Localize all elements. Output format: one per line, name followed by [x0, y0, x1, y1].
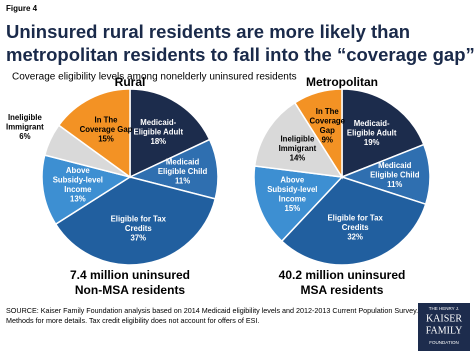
- pie-slice: [129, 88, 211, 179]
- value-label: 32%: [347, 233, 363, 242]
- slice-label: Coverage: [309, 117, 345, 126]
- logo-text: THE HENRY J.: [429, 306, 460, 311]
- pie-caption: Non-MSA residents: [75, 283, 186, 297]
- slice-label: Subsidy-level: [267, 185, 317, 194]
- pie-slice: [41, 154, 132, 226]
- logo-text: FAMILY: [426, 325, 463, 336]
- pie-title: Rural: [115, 75, 146, 89]
- slice-label: Medicaid-: [354, 119, 390, 128]
- slice-label: In The: [95, 116, 119, 125]
- value-label: 11%: [175, 177, 190, 186]
- slice-label: Eligible Adult: [347, 128, 397, 137]
- pie-title: Metropolitan: [306, 75, 378, 89]
- slice-label: Eligible for Tax: [327, 214, 383, 223]
- pie-slice: [341, 88, 425, 179]
- title-line: metropolitan residents to fall into the …: [6, 44, 474, 65]
- value-label: 13%: [70, 195, 86, 204]
- slice-label: Immigrant: [6, 123, 44, 132]
- figure-label: Figure 4: [6, 4, 38, 13]
- value-label: 15%: [98, 135, 114, 144]
- slice-label: Above: [66, 166, 90, 175]
- value-label: 37%: [130, 234, 146, 243]
- slice-label: Eligible for Tax: [111, 215, 167, 224]
- value-label: 11%: [387, 180, 402, 189]
- pie-caption: 40.2 million uninsured: [279, 268, 406, 282]
- value-label: 15%: [285, 204, 301, 213]
- title-line: Uninsured rural residents are more likel…: [6, 21, 410, 42]
- source: SOURCE: Kaiser Family Foundation analysi…: [6, 306, 433, 315]
- slice-label: In The: [316, 107, 340, 116]
- slice-label: Eligible Adult: [134, 127, 184, 136]
- slice-label: Gap: [320, 126, 335, 135]
- logo-text: KAISER: [426, 313, 462, 324]
- value-label: 19%: [364, 138, 380, 147]
- slice-label: Credits: [342, 223, 370, 232]
- slice-label: Ineligible: [281, 134, 315, 143]
- pie-caption: 7.4 million uninsured: [70, 268, 190, 282]
- slice-label: Medicaid: [378, 161, 412, 170]
- pie-slice: [253, 165, 344, 243]
- slice-label: Medicaid-: [140, 118, 176, 127]
- slice-label: Eligible Child: [370, 170, 420, 179]
- value-label: 14%: [290, 153, 306, 162]
- logo-text: FOUNDATION: [429, 340, 458, 345]
- pie-slice: [253, 101, 344, 178]
- slice-label: Medicaid: [166, 158, 200, 167]
- pie-slice: [57, 88, 131, 179]
- slice-label: Eligible Child: [158, 167, 208, 176]
- slice-label: Income: [279, 195, 307, 204]
- source: Methods for more details. Tax credit eli…: [6, 316, 259, 325]
- slice-label: Income: [64, 185, 92, 194]
- pie-slice: [293, 88, 343, 180]
- pie-slice: [280, 176, 427, 266]
- slice-label: Immigrant: [279, 144, 317, 153]
- value-label: 9%: [322, 136, 333, 145]
- slice-label: Ineligible: [8, 113, 42, 122]
- slice-label: Above: [280, 176, 304, 185]
- value-label: 6%: [19, 132, 30, 141]
- subtitle: Coverage eligibility levels among noneld…: [12, 72, 297, 83]
- pie-caption: MSA residents: [301, 283, 384, 297]
- value-label: 18%: [150, 137, 166, 146]
- slice-label: Subsidy-level: [53, 176, 103, 185]
- logo-box: [418, 303, 470, 351]
- slice-label: Coverage Gap: [80, 125, 133, 134]
- slice-label: Credits: [125, 224, 153, 233]
